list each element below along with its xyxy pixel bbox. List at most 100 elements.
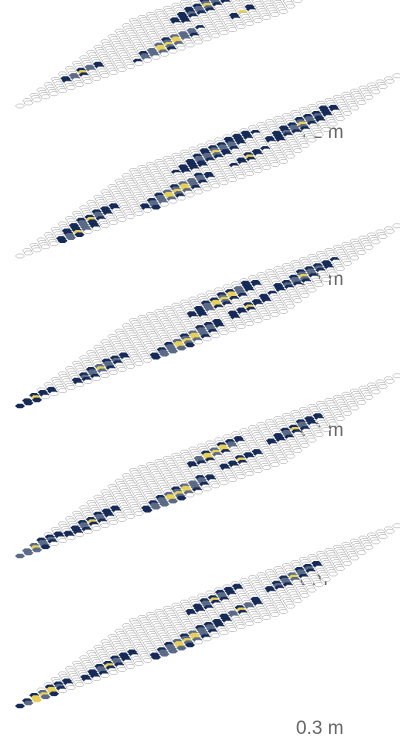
hex-cell-empty (83, 530, 92, 534)
hex-cell-empty (75, 83, 84, 87)
hex-cell-empty (24, 101, 33, 105)
hex-cell-empty (100, 674, 109, 678)
hex-cell-empty (293, 0, 302, 3)
hex-cell-empty (66, 86, 75, 90)
hex-cell-low (143, 508, 152, 512)
hex-cell-empty (185, 493, 194, 497)
hex-cell-empty (378, 235, 387, 239)
hex-cell-mid (15, 554, 24, 558)
hex-cell-empty (350, 406, 359, 410)
hex-cell-empty (211, 334, 220, 338)
hex-cell-empty (357, 551, 366, 555)
hex-cell-empty (245, 622, 254, 626)
hex-cell-empty (293, 149, 302, 153)
hex-cell-empty (378, 535, 387, 539)
hex-cell-empty (322, 577, 331, 581)
hex-cell-empty (262, 466, 271, 470)
hex-cell-empty (279, 309, 288, 313)
hex-cell-empty (134, 211, 143, 215)
hex-cell-empty (219, 31, 228, 35)
hex-cell-empty (126, 514, 135, 518)
hex-cell-empty (253, 319, 262, 323)
hex-cell-empty (92, 677, 101, 681)
hex-cell-mid (160, 502, 169, 506)
hex-cell-empty (49, 392, 58, 396)
hex-cell-empty (236, 325, 245, 329)
hex-cell-empty (160, 52, 169, 56)
hex-cell-mid (32, 548, 41, 552)
hex-cell-empty (32, 98, 41, 102)
hex-cell-empty (279, 609, 288, 613)
hex-cell-empty (168, 49, 177, 53)
layer-5: 0.3 m (0, 604, 400, 754)
hex-cell-low (58, 239, 67, 243)
hex-cell-empty (357, 101, 366, 105)
hex-cell-empty (109, 70, 118, 74)
hex-cell-empty (177, 196, 186, 200)
hex-cell-empty (134, 361, 143, 365)
hex-cell-empty (219, 631, 228, 635)
hex-cell-empty (15, 104, 24, 108)
hex-cell-empty (262, 166, 271, 170)
hex-cell-empty (92, 527, 101, 531)
hex-cell-empty (350, 106, 359, 110)
hex-cell-empty (253, 469, 262, 473)
hex-cell-empty (322, 427, 331, 431)
hex-cell-empty (270, 463, 279, 467)
hex-cell-empty (307, 138, 316, 142)
hex-cell-empty (293, 299, 302, 303)
hex-cell-empty (100, 374, 109, 378)
hex-cell-empty (329, 422, 338, 426)
hex-cell-mid (151, 505, 160, 509)
hex-cell-empty (336, 417, 345, 421)
hex-cell-empty (41, 245, 50, 249)
hex-cell-empty (211, 484, 220, 488)
hex-cell-empty (300, 593, 309, 597)
hex-cell-empty (117, 67, 126, 71)
hex-cell-empty (307, 588, 316, 592)
hex-cell-empty (364, 545, 373, 549)
hex-cell-empty (109, 520, 118, 524)
hex-cell-empty (143, 658, 152, 662)
hex-cell-empty (92, 227, 101, 231)
hex-cell-empty (314, 283, 323, 287)
hex-cell-mid (66, 236, 75, 240)
hex-cell-empty (336, 117, 345, 121)
layer-1: 3.1 m (0, 4, 400, 154)
hex-cell-empty (219, 331, 228, 335)
hex-cell-empty (364, 395, 373, 399)
hex-cell-empty (100, 524, 109, 528)
hex-cell-empty (66, 386, 75, 390)
hex-cell-empty (134, 661, 143, 665)
hex-cell-empty (245, 172, 254, 176)
hex-cell-empty (117, 517, 126, 521)
hex-cell-empty (134, 61, 143, 65)
hex-cell-empty (364, 95, 373, 99)
hex-cell-empty (253, 19, 262, 23)
hex-cell-empty (66, 536, 75, 540)
hex-cell-empty (270, 163, 279, 167)
hex-cell-empty (236, 625, 245, 629)
hex-cell-low (151, 205, 160, 209)
hex-cell-empty (343, 111, 352, 115)
hex-cell-empty (307, 438, 316, 442)
hex-cell-empty (270, 313, 279, 317)
hex-cell-empty (350, 256, 359, 260)
hex-cell-empty (371, 240, 380, 244)
hex-cell-empty (329, 122, 338, 126)
hex-cell-empty (49, 242, 58, 246)
hex-cell-empty (202, 337, 211, 341)
hex-cell-empty (15, 254, 24, 258)
hex-cell-mid (168, 499, 177, 503)
hex-cell-empty (143, 358, 152, 362)
hex-cell-empty (194, 40, 203, 44)
hex-cell-empty (262, 16, 271, 20)
hex-cell-empty (211, 184, 220, 188)
hex-cell-low (151, 355, 160, 359)
hex-cell-empty (75, 383, 84, 387)
hex-cell-empty (126, 364, 135, 368)
hex-cell-empty (58, 539, 67, 543)
hex-cell-empty (24, 251, 33, 255)
hex-cell-empty (58, 389, 67, 393)
hex-cell-empty (322, 127, 331, 131)
